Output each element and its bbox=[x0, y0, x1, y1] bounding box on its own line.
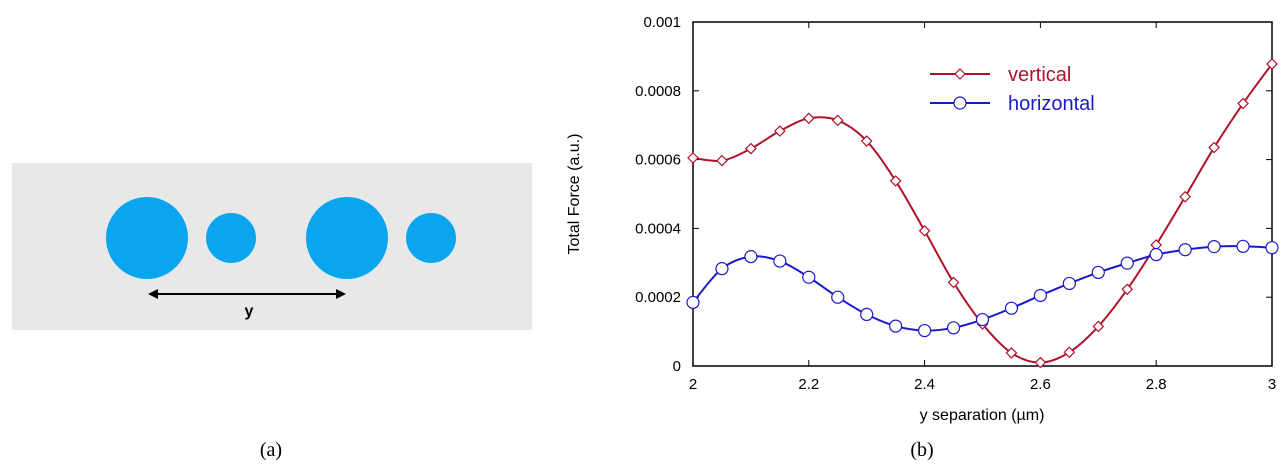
data-point-horizontal bbox=[686, 295, 700, 309]
x-tick-label: 2.4 bbox=[914, 376, 935, 393]
data-point-vertical bbox=[745, 142, 757, 155]
y-tick-label: 0.0006 bbox=[635, 152, 681, 169]
data-point-horizontal bbox=[1120, 256, 1134, 270]
data-point-horizontal bbox=[860, 307, 874, 321]
data-point-vertical bbox=[1092, 320, 1105, 333]
series-horizontal bbox=[686, 239, 1279, 338]
x-tick-label: 3 bbox=[1268, 376, 1276, 393]
x-tick-label: 2.2 bbox=[798, 376, 819, 393]
legend: vertical horizontal bbox=[930, 64, 1095, 115]
large-disk-1 bbox=[106, 197, 188, 279]
y-tick-label: 0.001 bbox=[643, 14, 681, 31]
x-tick-label: 2 bbox=[689, 376, 697, 393]
force-chart: 2 2.2 2.4 2.6 2.8 3 0 0.0002 0.0004 0.0006 0.0008 0… bbox=[566, 14, 1279, 424]
data-point-horizontal bbox=[1265, 241, 1279, 255]
data-point-vertical bbox=[1266, 58, 1278, 70]
small-disk-2 bbox=[406, 213, 456, 263]
x-tick-label: 2.6 bbox=[1030, 376, 1051, 393]
axis-ticks: 2 2.2 2.4 2.6 2.8 3 0 0.0002 0.0004 0.0006 0.0008 0… bbox=[635, 14, 1276, 393]
separation-arrow bbox=[148, 289, 346, 299]
data-point-vertical bbox=[1063, 346, 1076, 359]
data-point-horizontal bbox=[1149, 247, 1163, 262]
data-point-horizontal bbox=[1178, 243, 1192, 257]
data-point-vertical bbox=[831, 114, 844, 127]
data-point-horizontal bbox=[1091, 265, 1105, 280]
series-layer bbox=[686, 58, 1279, 369]
data-point-vertical bbox=[1179, 190, 1191, 203]
data-point-horizontal bbox=[744, 250, 758, 264]
y-tick-label: 0.0002 bbox=[635, 289, 681, 306]
large-disk-2 bbox=[306, 197, 388, 279]
data-point-horizontal bbox=[1033, 288, 1048, 303]
data-point-horizontal bbox=[917, 323, 932, 338]
plot-frame bbox=[692, 21, 1273, 367]
data-point-horizontal bbox=[1236, 239, 1250, 253]
data-point-vertical bbox=[716, 154, 728, 167]
data-point-vertical bbox=[1208, 141, 1220, 154]
panel-a-caption: (a) bbox=[260, 439, 282, 461]
arrow-label: y bbox=[245, 303, 254, 320]
data-point-horizontal bbox=[889, 319, 903, 333]
data-point-vertical bbox=[802, 112, 815, 125]
panel-b-caption: (b) bbox=[910, 439, 933, 461]
y-axis-label: Total Force (a.u.) bbox=[566, 134, 583, 255]
data-point-vertical bbox=[1034, 356, 1047, 369]
data-point-horizontal bbox=[773, 254, 787, 268]
y-tick-label: 0.0004 bbox=[635, 220, 681, 237]
small-disk-1 bbox=[206, 213, 256, 263]
x-axis-label: y separation (µm) bbox=[920, 407, 1045, 424]
data-point-horizontal bbox=[1207, 240, 1221, 254]
data-point-horizontal bbox=[975, 312, 990, 327]
data-point-horizontal bbox=[802, 270, 816, 284]
data-point-vertical bbox=[774, 125, 786, 137]
data-point-vertical bbox=[1005, 347, 1018, 359]
data-point-horizontal bbox=[715, 262, 729, 276]
legend-marker-horizontal bbox=[953, 96, 967, 110]
x-tick-label: 2.8 bbox=[1146, 376, 1167, 393]
data-point-horizontal bbox=[831, 290, 845, 304]
data-point-vertical bbox=[860, 135, 873, 147]
legend-marker-vertical bbox=[954, 68, 966, 80]
data-point-vertical bbox=[687, 152, 699, 164]
data-point-vertical bbox=[1121, 283, 1134, 296]
data-point-horizontal bbox=[946, 321, 961, 335]
panel-a-schematic: y bbox=[12, 163, 532, 330]
data-point-horizontal bbox=[1004, 301, 1019, 315]
data-point-horizontal bbox=[1062, 276, 1076, 291]
legend-label-vertical: vertical bbox=[1008, 64, 1071, 86]
data-point-vertical bbox=[889, 175, 902, 187]
data-point-vertical bbox=[1237, 97, 1249, 110]
y-tick-label: 0.0008 bbox=[635, 83, 681, 100]
y-tick-label: 0 bbox=[673, 358, 681, 375]
data-point-vertical bbox=[947, 276, 960, 289]
legend-label-horizontal: horizontal bbox=[1008, 93, 1095, 115]
data-point-vertical bbox=[918, 224, 931, 237]
